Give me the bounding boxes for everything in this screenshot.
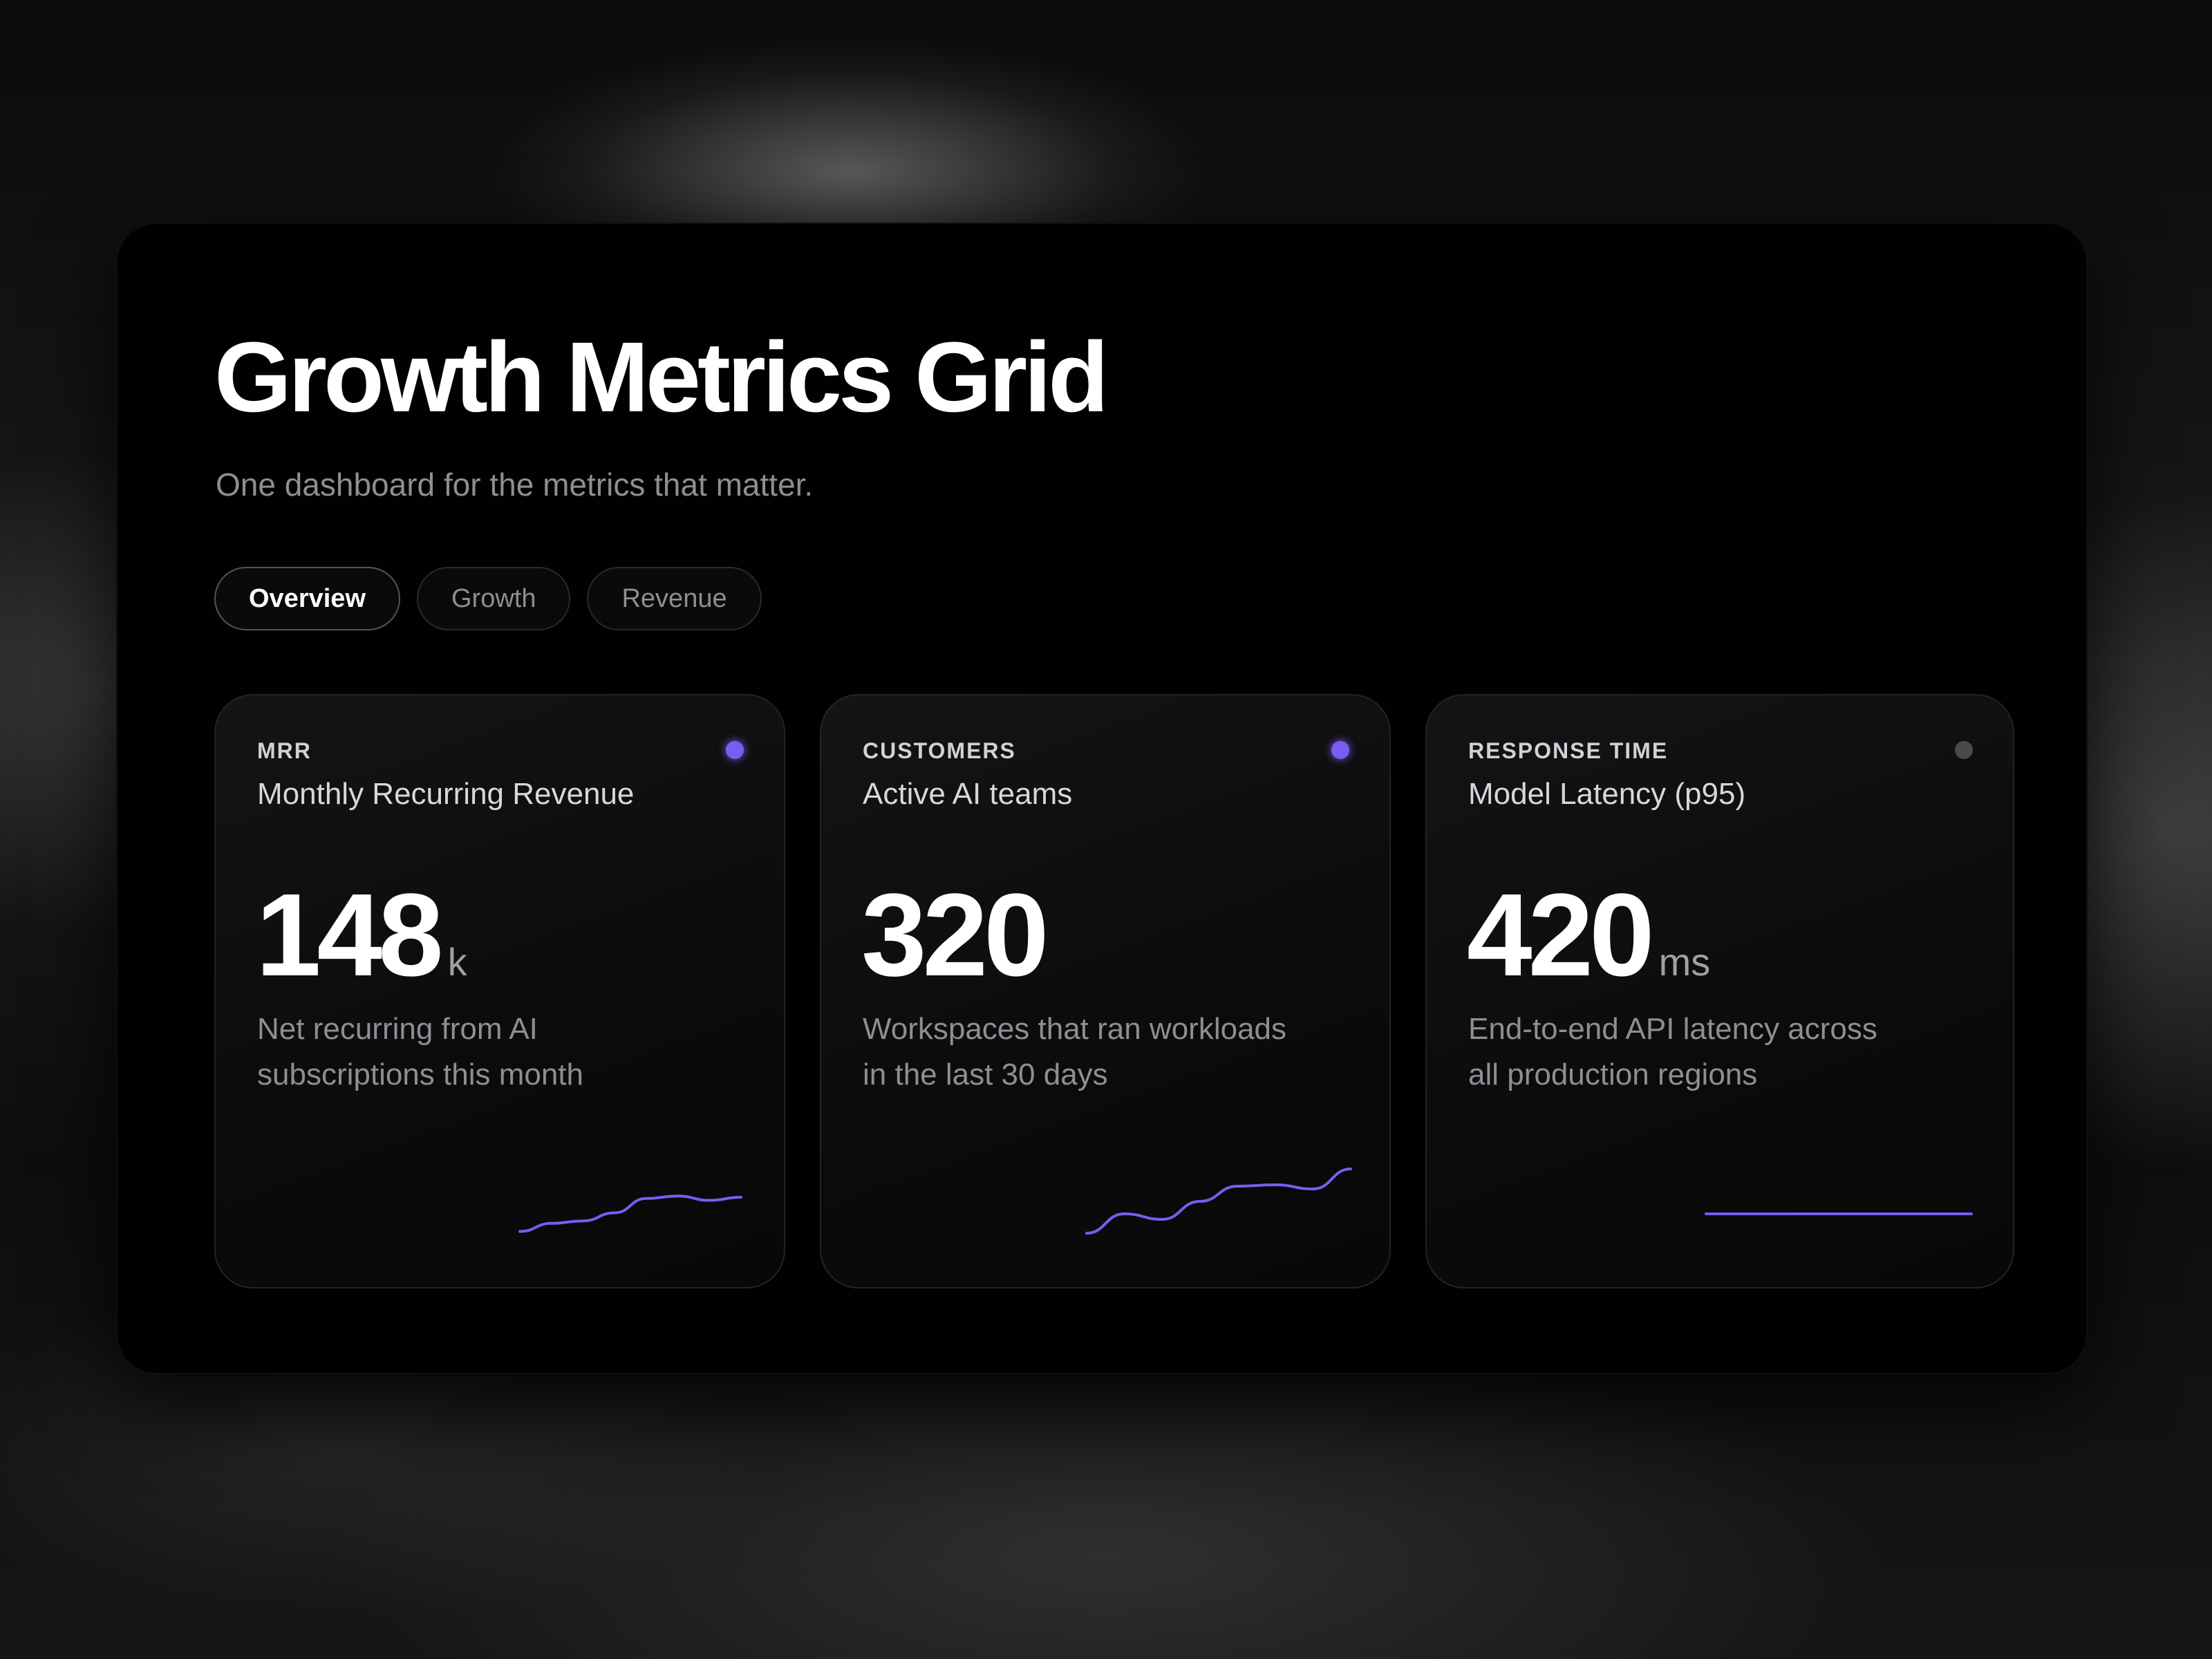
tab-revenue[interactable]: Revenue [587,567,762,630]
dashboard-panel: Growth Metrics Grid One dashboard for th… [116,223,2088,1374]
status-dot [1331,741,1349,759]
metric-value: 148 [256,870,444,1001]
card-label: Model Latency (p95) [1468,777,1746,811]
metric-card-customers[interactable]: CUSTOMERS Active AI teams 320 Workspaces… [820,694,1391,1288]
card-kicker: RESPONSE TIME [1468,738,1669,763]
sparkline-chart [1085,1168,1352,1235]
card-description: Net recurring from AI subscriptions this… [257,1012,583,1091]
page-title: Growth Metrics Grid [214,321,1109,433]
metric-value: 320 [861,870,1049,1001]
sparkline-line [518,1194,742,1233]
metric-unit: ms [1658,940,1711,984]
sparkline-line [1085,1168,1352,1235]
card-description: End-to-end API latency across all produc… [1468,1012,1877,1091]
tab-bar: Overview Growth Revenue [214,567,762,630]
card-label: Active AI teams [863,777,1073,811]
card-label: Monthly Recurring Revenue [257,777,635,811]
metric-card-response-time[interactable]: RESPONSE TIME Model Latency (p95) 420 ms… [1425,694,2014,1288]
page-subtitle: One dashboard for the metrics that matte… [216,467,814,503]
status-dot [1955,741,1973,759]
tab-growth[interactable]: Growth [417,567,571,630]
card-value: 148 k [256,877,467,994]
tab-overview[interactable]: Overview [214,567,400,630]
metric-card-mrr[interactable]: MRR Monthly Recurring Revenue 148 k Net … [214,694,785,1288]
card-value: 420 ms [1467,877,1710,994]
card-value: 320 [861,877,1053,994]
card-description: Workspaces that ran workloads in the las… [863,1012,1287,1091]
sparkline-chart [518,1194,742,1233]
sparkline-chart [1705,1212,1973,1215]
status-dot [726,741,744,759]
metric-unit: k [447,940,467,984]
card-kicker: CUSTOMERS [863,738,1016,763]
metric-value: 420 [1467,870,1655,1001]
card-kicker: MRR [257,738,312,763]
